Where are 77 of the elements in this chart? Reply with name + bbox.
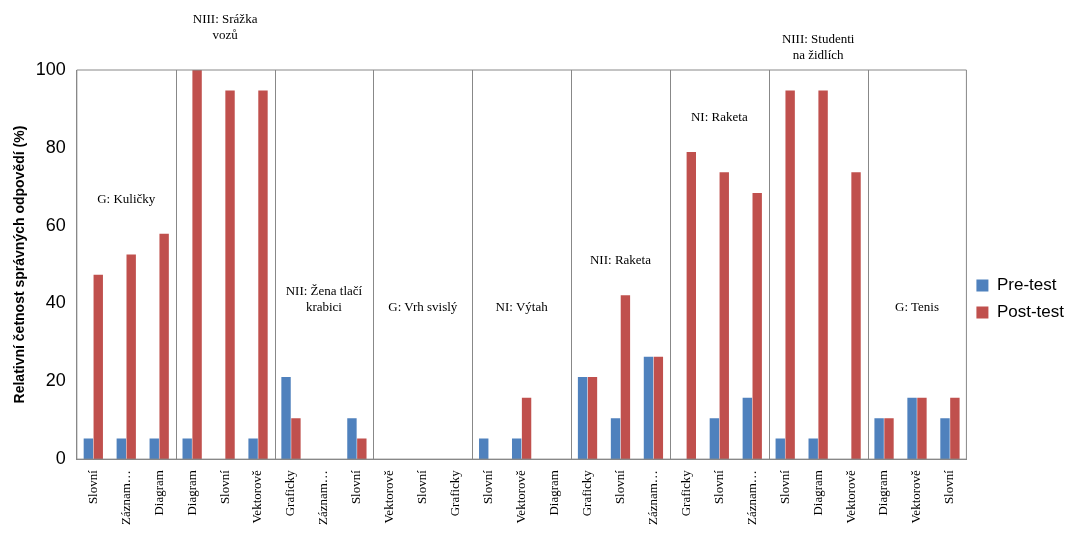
x-tick-label: Záznam… (315, 470, 331, 526)
x-tick-label: Slovní (414, 469, 430, 505)
bar (950, 397, 960, 460)
x-tick-label: Slovní (710, 469, 726, 505)
y-axis-title: Relativní četnost správných odpovědí (%) (11, 125, 28, 404)
annotation: NII: Žena tlačí krabici (285, 283, 363, 315)
bar (818, 90, 828, 460)
x-tick-label: Záznam… (117, 470, 133, 526)
legend-label: Post-test (996, 302, 1065, 322)
x-tick-label: Vektorově (513, 469, 529, 524)
bar (347, 418, 357, 460)
bar (126, 254, 136, 460)
bar (225, 90, 235, 460)
bar (192, 70, 202, 460)
bar (620, 295, 631, 460)
x-tick-label: Slovní (480, 469, 496, 505)
bar (907, 397, 917, 460)
y-tick-label: 0 (55, 448, 66, 469)
x-tick-label: Vektorově (249, 469, 265, 524)
x-tick-label: Diagram (875, 470, 891, 516)
x-tick-label: Slovní (776, 469, 792, 505)
bar (884, 418, 894, 460)
x-tick-label: Slovní (348, 469, 364, 505)
text: NIII: Studenti na židlích (781, 31, 855, 63)
x-tick-label: Vektorově (842, 469, 858, 524)
bar (93, 274, 103, 460)
x-tick-label: Slovní (611, 469, 627, 505)
x-tick-label: Graficky (447, 469, 463, 517)
bar (159, 233, 169, 460)
x-tick-label: Graficky (578, 469, 594, 517)
bar (686, 152, 696, 460)
bar (521, 397, 532, 460)
y-tick-label: 80 (45, 136, 66, 157)
x-tick-label: Vektorově (381, 469, 397, 524)
bar (281, 377, 291, 460)
y-tick-label: 20 (45, 370, 66, 391)
bar (248, 438, 258, 460)
bar (610, 418, 621, 460)
text: NIII: Srážka vozů (192, 10, 258, 42)
x-tick-label: Diagram (809, 470, 825, 516)
annotation: NI: Výtah (495, 299, 549, 315)
x-tick-label: Slovní (216, 469, 232, 505)
bar (258, 90, 268, 460)
x-tick-label: Graficky (282, 469, 298, 517)
bar (917, 397, 927, 460)
annotation: G: Tenis (895, 299, 939, 315)
annotation: G: Kuličky (97, 190, 156, 206)
bar (291, 418, 301, 460)
bar (709, 418, 720, 460)
annotation: NI: Raketa (690, 108, 748, 124)
x-tick-label: Diagram (183, 470, 199, 516)
y-tick-label: 40 (45, 292, 66, 313)
x-tick-label: Slovní (84, 469, 100, 505)
bar (785, 90, 795, 460)
bar (851, 172, 861, 460)
bar (874, 418, 884, 460)
bar (742, 397, 753, 460)
x-tick-label: Záznam… (644, 470, 660, 526)
x-tick-label: Diagram (546, 470, 561, 516)
x-tick-label: Vektorově (908, 469, 924, 524)
y-tick-label: 100 (35, 58, 66, 79)
bar (577, 377, 588, 460)
x-tick-label: Diagram (150, 470, 166, 516)
legend-label: Pre-test (996, 275, 1057, 295)
y-tick-label: 60 (45, 214, 66, 235)
bar (643, 356, 654, 460)
bar (719, 172, 729, 460)
bar (587, 377, 598, 460)
bar (357, 438, 367, 460)
annotation: NII: Raketa (589, 252, 652, 268)
x-tick-label: Slovní (941, 469, 957, 505)
bar (653, 356, 664, 460)
x-tick-label: Záznam… (743, 470, 759, 526)
annotation: G: Vrh svislý (388, 299, 458, 315)
bar (752, 192, 762, 460)
x-tick-label: Graficky (677, 469, 693, 517)
bar (940, 418, 950, 460)
